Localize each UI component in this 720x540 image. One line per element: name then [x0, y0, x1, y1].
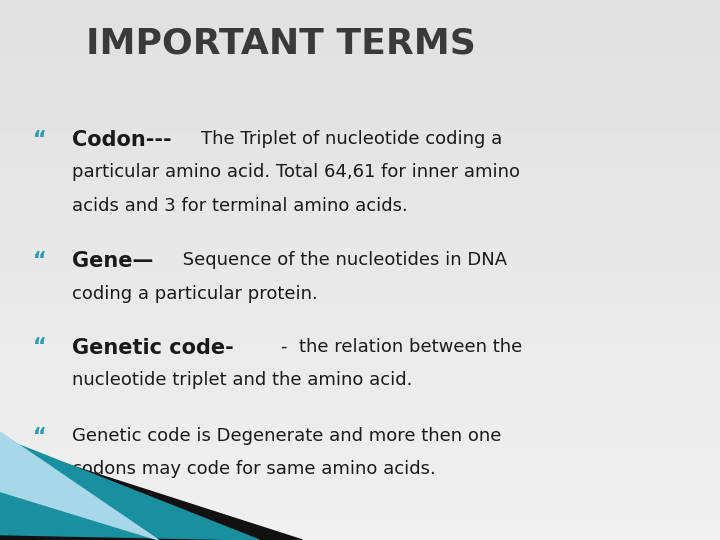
Polygon shape: [0, 443, 302, 540]
Text: “: “: [32, 130, 47, 150]
Polygon shape: [0, 437, 259, 540]
Text: Sequence of the nucleotides in DNA: Sequence of the nucleotides in DNA: [177, 251, 507, 269]
Polygon shape: [0, 432, 158, 540]
Text: particular amino acid. Total 64,61 for inner amino: particular amino acid. Total 64,61 for i…: [72, 163, 520, 181]
Text: -  the relation between the: - the relation between the: [281, 338, 522, 355]
Text: “: “: [32, 251, 47, 271]
Text: Genetic code is Degenerate and more then one: Genetic code is Degenerate and more then…: [72, 427, 501, 444]
Text: Gene—: Gene—: [72, 251, 153, 271]
Text: coding a particular protein.: coding a particular protein.: [72, 285, 318, 302]
Text: acids and 3 for terminal amino acids.: acids and 3 for terminal amino acids.: [72, 197, 408, 214]
Text: codons may code for same amino acids.: codons may code for same amino acids.: [72, 460, 436, 478]
Text: “: “: [32, 427, 47, 447]
Text: IMPORTANT TERMS: IMPORTANT TERMS: [86, 27, 476, 61]
Text: nucleotide triplet and the amino acid.: nucleotide triplet and the amino acid.: [72, 371, 413, 389]
Text: “: “: [32, 338, 47, 357]
Text: Genetic code-: Genetic code-: [72, 338, 234, 357]
Text: The Triplet of nucleotide coding a: The Triplet of nucleotide coding a: [201, 130, 502, 147]
Text: Codon---: Codon---: [72, 130, 171, 150]
